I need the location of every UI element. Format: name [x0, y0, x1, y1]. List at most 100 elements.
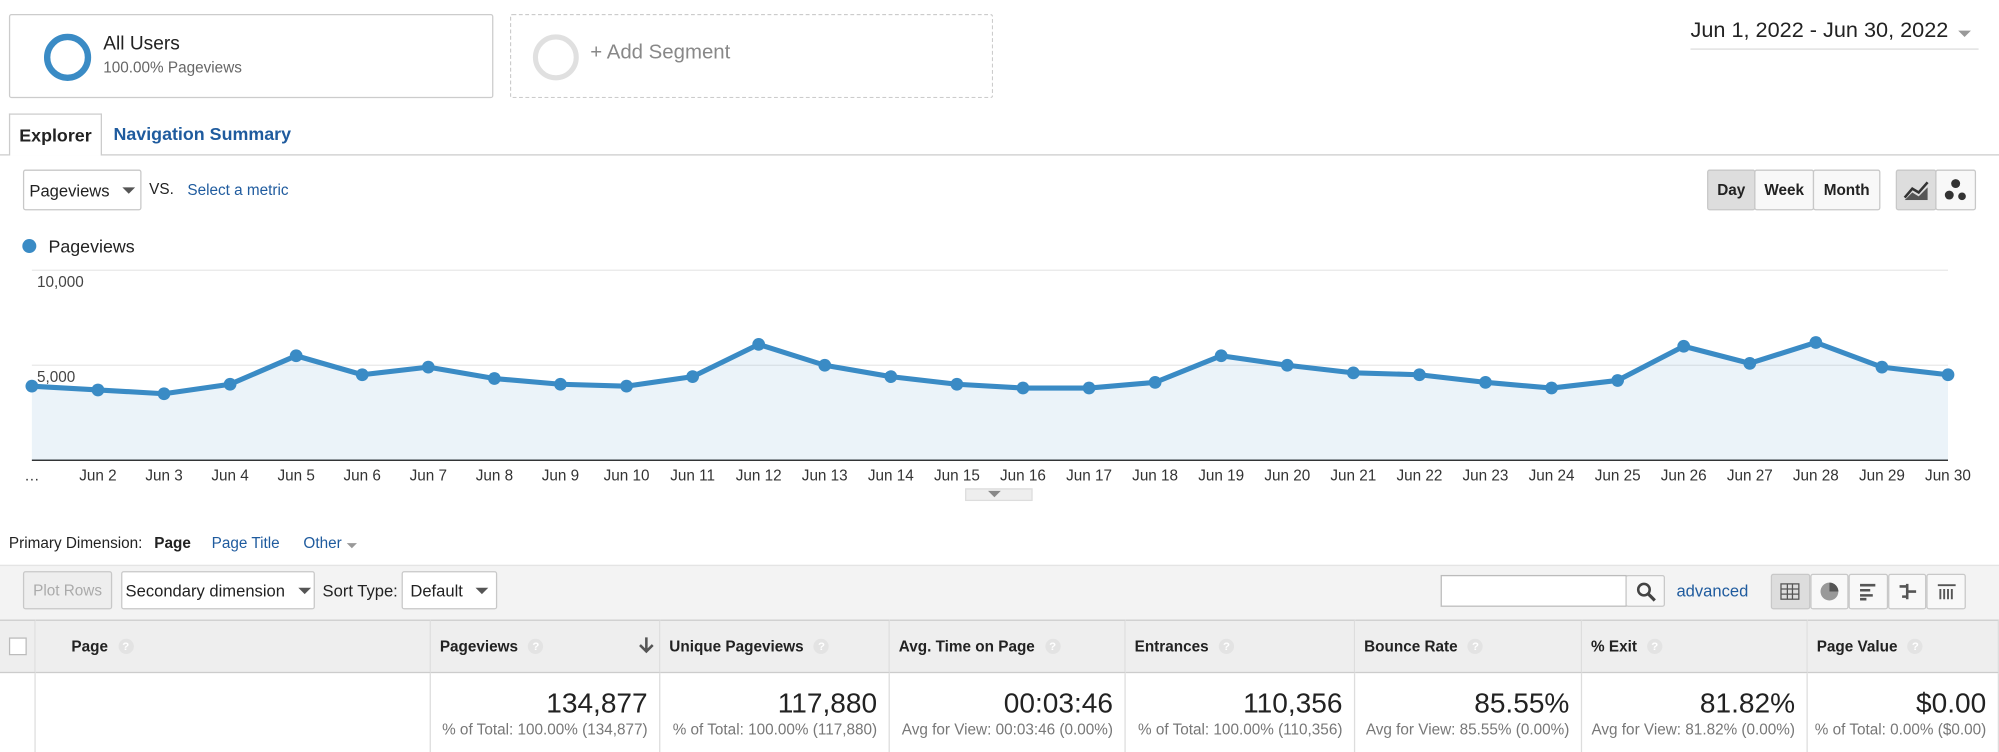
- data-point: [818, 358, 832, 372]
- x-tick-label: Jun 13: [802, 468, 848, 485]
- advanced-link[interactable]: advanced: [1676, 581, 1749, 601]
- x-tick-label: Jun 11: [670, 468, 715, 485]
- x-tick-label: Jun 18: [1132, 468, 1178, 485]
- column-header[interactable]: Unique Pageviews?: [660, 619, 890, 674]
- data-point: [1941, 368, 1955, 382]
- x-tick-label: Jun 4: [211, 468, 249, 485]
- view-pivot[interactable]: [1926, 573, 1966, 610]
- totals-note: Avg for View: 00:03:46 (0.00%): [901, 720, 1113, 739]
- totals-value: $0.00: [1916, 687, 1987, 720]
- motion-chart-icon: [1944, 179, 1966, 201]
- x-tick-label: Jun 20: [1264, 468, 1310, 485]
- x-tick-label: Jun 5: [277, 468, 314, 485]
- data-point: [884, 370, 898, 384]
- x-tick-label: Jun 10: [604, 468, 650, 485]
- column-header[interactable]: Pageviews?: [430, 619, 661, 674]
- data-point: [950, 377, 964, 391]
- tab-explorer[interactable]: Explorer: [8, 113, 102, 156]
- chart-collapse[interactable]: [965, 488, 1033, 502]
- x-tick-label: Jun 15: [934, 468, 980, 485]
- totals-note: % of Total: 0.00% ($0.00): [1814, 720, 1987, 739]
- x-tick-label: Jun 16: [1000, 468, 1046, 485]
- x-tick-label: Jun 22: [1396, 468, 1442, 485]
- segment-ring: [43, 33, 92, 81]
- totals-note: % of Total: 100.00% (134,877): [442, 720, 648, 739]
- view-table[interactable]: [1770, 573, 1810, 610]
- search-button[interactable]: [1625, 574, 1665, 607]
- column-header[interactable]: Entrances?: [1125, 619, 1356, 674]
- x-tick-label: Jun 2: [79, 468, 116, 485]
- tab-navigation-summary[interactable]: Navigation Summary: [113, 123, 292, 145]
- help-icon: ?: [528, 638, 544, 655]
- column-header-label: % Exit: [1591, 637, 1637, 656]
- data-point: [157, 387, 171, 401]
- totals-cell: 85.55% Avg for View: 85.55% (0.00%): [1355, 673, 1583, 752]
- help-icon: ?: [1045, 638, 1061, 655]
- legend-marker: [22, 239, 37, 254]
- data-point: [1214, 349, 1228, 363]
- add-segment[interactable]: + Add Segment: [509, 14, 994, 99]
- chart: 5,000 10,000 … Jun 2 Jun 3 Jun 4 Jun 5 Jun 6 Jun…: [22, 236, 1971, 485]
- column-header[interactable]: Page?: [35, 619, 431, 674]
- x-tick-label: Jun 9: [542, 468, 579, 485]
- data-point: [1016, 381, 1030, 395]
- view-compare[interactable]: [1887, 573, 1927, 610]
- header-checkbox: [0, 619, 36, 674]
- date-range[interactable]: Jun 1, 2022 - Jun 30, 2022: [1690, 18, 1979, 50]
- sort-type-label: Sort Type:: [322, 581, 398, 601]
- data-point: [25, 379, 39, 393]
- period-month[interactable]: Month: [1812, 169, 1881, 211]
- dimension-other[interactable]: Other: [303, 534, 357, 552]
- column-header-label: Avg. Time on Page: [898, 637, 1035, 656]
- data-point: [1280, 358, 1294, 372]
- legend-label: Pageviews: [48, 236, 134, 256]
- metric-select[interactable]: Pageviews: [22, 169, 142, 211]
- y-tick-label: 10,000: [37, 274, 84, 291]
- dimension-page[interactable]: Page: [154, 534, 191, 553]
- view-switcher: [1770, 573, 1966, 610]
- data-point: [91, 383, 105, 397]
- x-tick-label: …: [24, 468, 39, 485]
- view-pie[interactable]: [1809, 573, 1849, 610]
- motion-chart-toggle[interactable]: [1935, 169, 1977, 211]
- add-segment-label: + Add Segment: [590, 42, 731, 64]
- column-header-label: Bounce Rate: [1364, 637, 1458, 656]
- line-chart-toggle[interactable]: [1895, 169, 1937, 211]
- data-point: [488, 372, 501, 385]
- x-tick-label: Jun 6: [344, 468, 381, 485]
- secondary-dimension[interactable]: Secondary dimension: [121, 571, 315, 610]
- view-compare-icon: [1899, 583, 1917, 600]
- x-tick-label: Jun 24: [1529, 468, 1575, 485]
- column-header[interactable]: Avg. Time on Page?: [889, 619, 1126, 674]
- help-icon: ?: [1218, 638, 1235, 655]
- select-metric-link[interactable]: Select a metric: [187, 181, 289, 199]
- x-tick-label: Jun 28: [1793, 468, 1839, 485]
- segment-card[interactable]: All Users 100.00% Pageviews: [8, 14, 494, 99]
- totals-cell: 134,877% of Total: 100.00% (134,877): [431, 673, 661, 752]
- sort-select-label: Default: [410, 580, 463, 600]
- line-chart-icon: [1903, 181, 1929, 201]
- search-input[interactable]: [1440, 574, 1627, 607]
- period-day[interactable]: Day: [1707, 169, 1756, 211]
- checkbox[interactable]: [8, 637, 27, 656]
- help-icon: ?: [1907, 638, 1923, 655]
- column-header[interactable]: Bounce Rate?: [1355, 619, 1583, 674]
- x-tick-label: Jun 19: [1198, 468, 1244, 485]
- x-tick-label: Jun 7: [410, 468, 447, 485]
- view-bar[interactable]: [1848, 573, 1888, 610]
- data-point: [752, 337, 766, 351]
- sort-select[interactable]: Default: [401, 571, 498, 610]
- plot-rows[interactable]: Plot Rows: [22, 571, 113, 610]
- toolbar: [0, 564, 1999, 620]
- dimension-page-title[interactable]: Page Title: [211, 534, 280, 553]
- x-tick-label: Jun 12: [736, 468, 782, 485]
- data-point: [289, 349, 303, 363]
- data-point: [1148, 375, 1162, 389]
- column-header[interactable]: Page Value?: [1807, 619, 1999, 674]
- view-bar-icon: [1860, 583, 1876, 601]
- data-point: [686, 370, 699, 384]
- column-header[interactable]: % Exit?: [1582, 619, 1808, 674]
- column-header-label: Entrances: [1134, 637, 1209, 656]
